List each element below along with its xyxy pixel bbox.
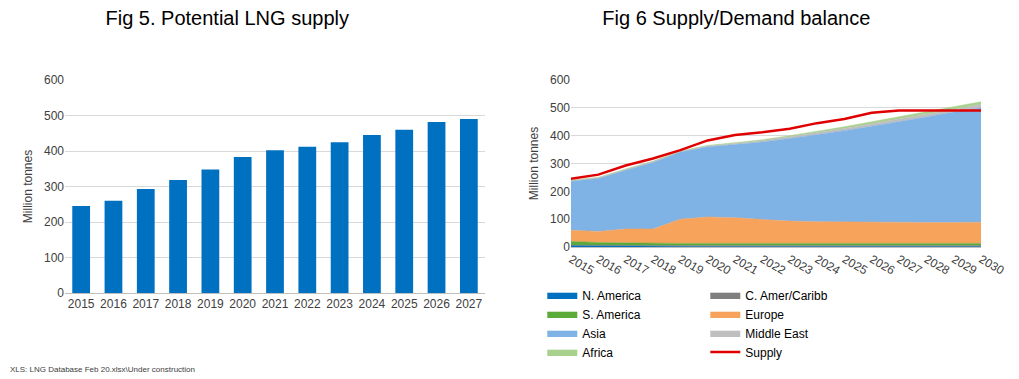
svg-text:N. America: N. America — [582, 289, 641, 303]
svg-text:Million tonnes: Million tonnes — [21, 150, 35, 223]
svg-text:Africa: Africa — [582, 346, 613, 360]
svg-text:Fig 6 Supply/Demand balance: Fig 6 Supply/Demand balance — [602, 7, 870, 29]
svg-text:2026: 2026 — [423, 297, 450, 311]
svg-text:600: 600 — [550, 73, 570, 87]
svg-text:2022: 2022 — [758, 252, 788, 278]
svg-text:2019: 2019 — [676, 252, 706, 278]
svg-text:2023: 2023 — [785, 252, 815, 278]
svg-text:2018: 2018 — [165, 297, 192, 311]
svg-text:500: 500 — [550, 101, 570, 115]
svg-text:Middle East: Middle East — [745, 327, 808, 341]
svg-text:2015: 2015 — [567, 252, 597, 278]
svg-text:2020: 2020 — [229, 297, 256, 311]
svg-text:2021: 2021 — [731, 252, 761, 278]
svg-text:2015: 2015 — [68, 297, 95, 311]
svg-text:0: 0 — [563, 240, 570, 254]
svg-text:2017: 2017 — [132, 297, 159, 311]
svg-text:2027: 2027 — [895, 252, 925, 278]
svg-text:0: 0 — [57, 286, 64, 300]
svg-text:2023: 2023 — [326, 297, 353, 311]
svg-text:2022: 2022 — [294, 297, 321, 311]
svg-text:Asia: Asia — [582, 327, 606, 341]
svg-text:400: 400 — [44, 144, 64, 158]
svg-text:2016: 2016 — [594, 252, 624, 278]
svg-text:2017: 2017 — [621, 252, 651, 278]
svg-text:2027: 2027 — [455, 297, 482, 311]
svg-text:2020: 2020 — [703, 252, 733, 278]
svg-text:100: 100 — [550, 212, 570, 226]
svg-text:S. America: S. America — [582, 308, 640, 322]
svg-text:300: 300 — [44, 180, 64, 194]
svg-text:200: 200 — [550, 185, 570, 199]
svg-text:Fig 5. Potential LNG supply: Fig 5. Potential LNG supply — [106, 7, 349, 29]
svg-text:400: 400 — [550, 129, 570, 143]
svg-text:Supply: Supply — [745, 346, 782, 360]
svg-text:500: 500 — [44, 109, 64, 123]
svg-text:2026: 2026 — [867, 252, 897, 278]
svg-text:2018: 2018 — [649, 252, 679, 278]
svg-text:2028: 2028 — [922, 252, 952, 278]
svg-text:600: 600 — [44, 73, 64, 87]
svg-text:Europe: Europe — [745, 308, 784, 322]
svg-text:2025: 2025 — [391, 297, 418, 311]
svg-text:2019: 2019 — [197, 297, 224, 311]
svg-text:200: 200 — [44, 215, 64, 229]
svg-text:2029: 2029 — [949, 252, 979, 278]
svg-text:2024: 2024 — [813, 252, 843, 278]
svg-text:2021: 2021 — [262, 297, 289, 311]
svg-text:2016: 2016 — [100, 297, 127, 311]
svg-text:100: 100 — [44, 251, 64, 265]
svg-text:C. Amer/Caribb: C. Amer/Caribb — [745, 289, 827, 303]
svg-text:300: 300 — [550, 157, 570, 171]
svg-text:2025: 2025 — [840, 252, 870, 278]
html-text:XLS: LNG Database Feb 20.xlsx\: XLS: LNG Database Feb 20.xlsx\Under cons… — [10, 365, 195, 374]
svg-text:2030: 2030 — [977, 252, 1007, 278]
svg-text:2024: 2024 — [359, 297, 386, 311]
svg-text:Million tonnes: Million tonnes — [527, 127, 541, 200]
